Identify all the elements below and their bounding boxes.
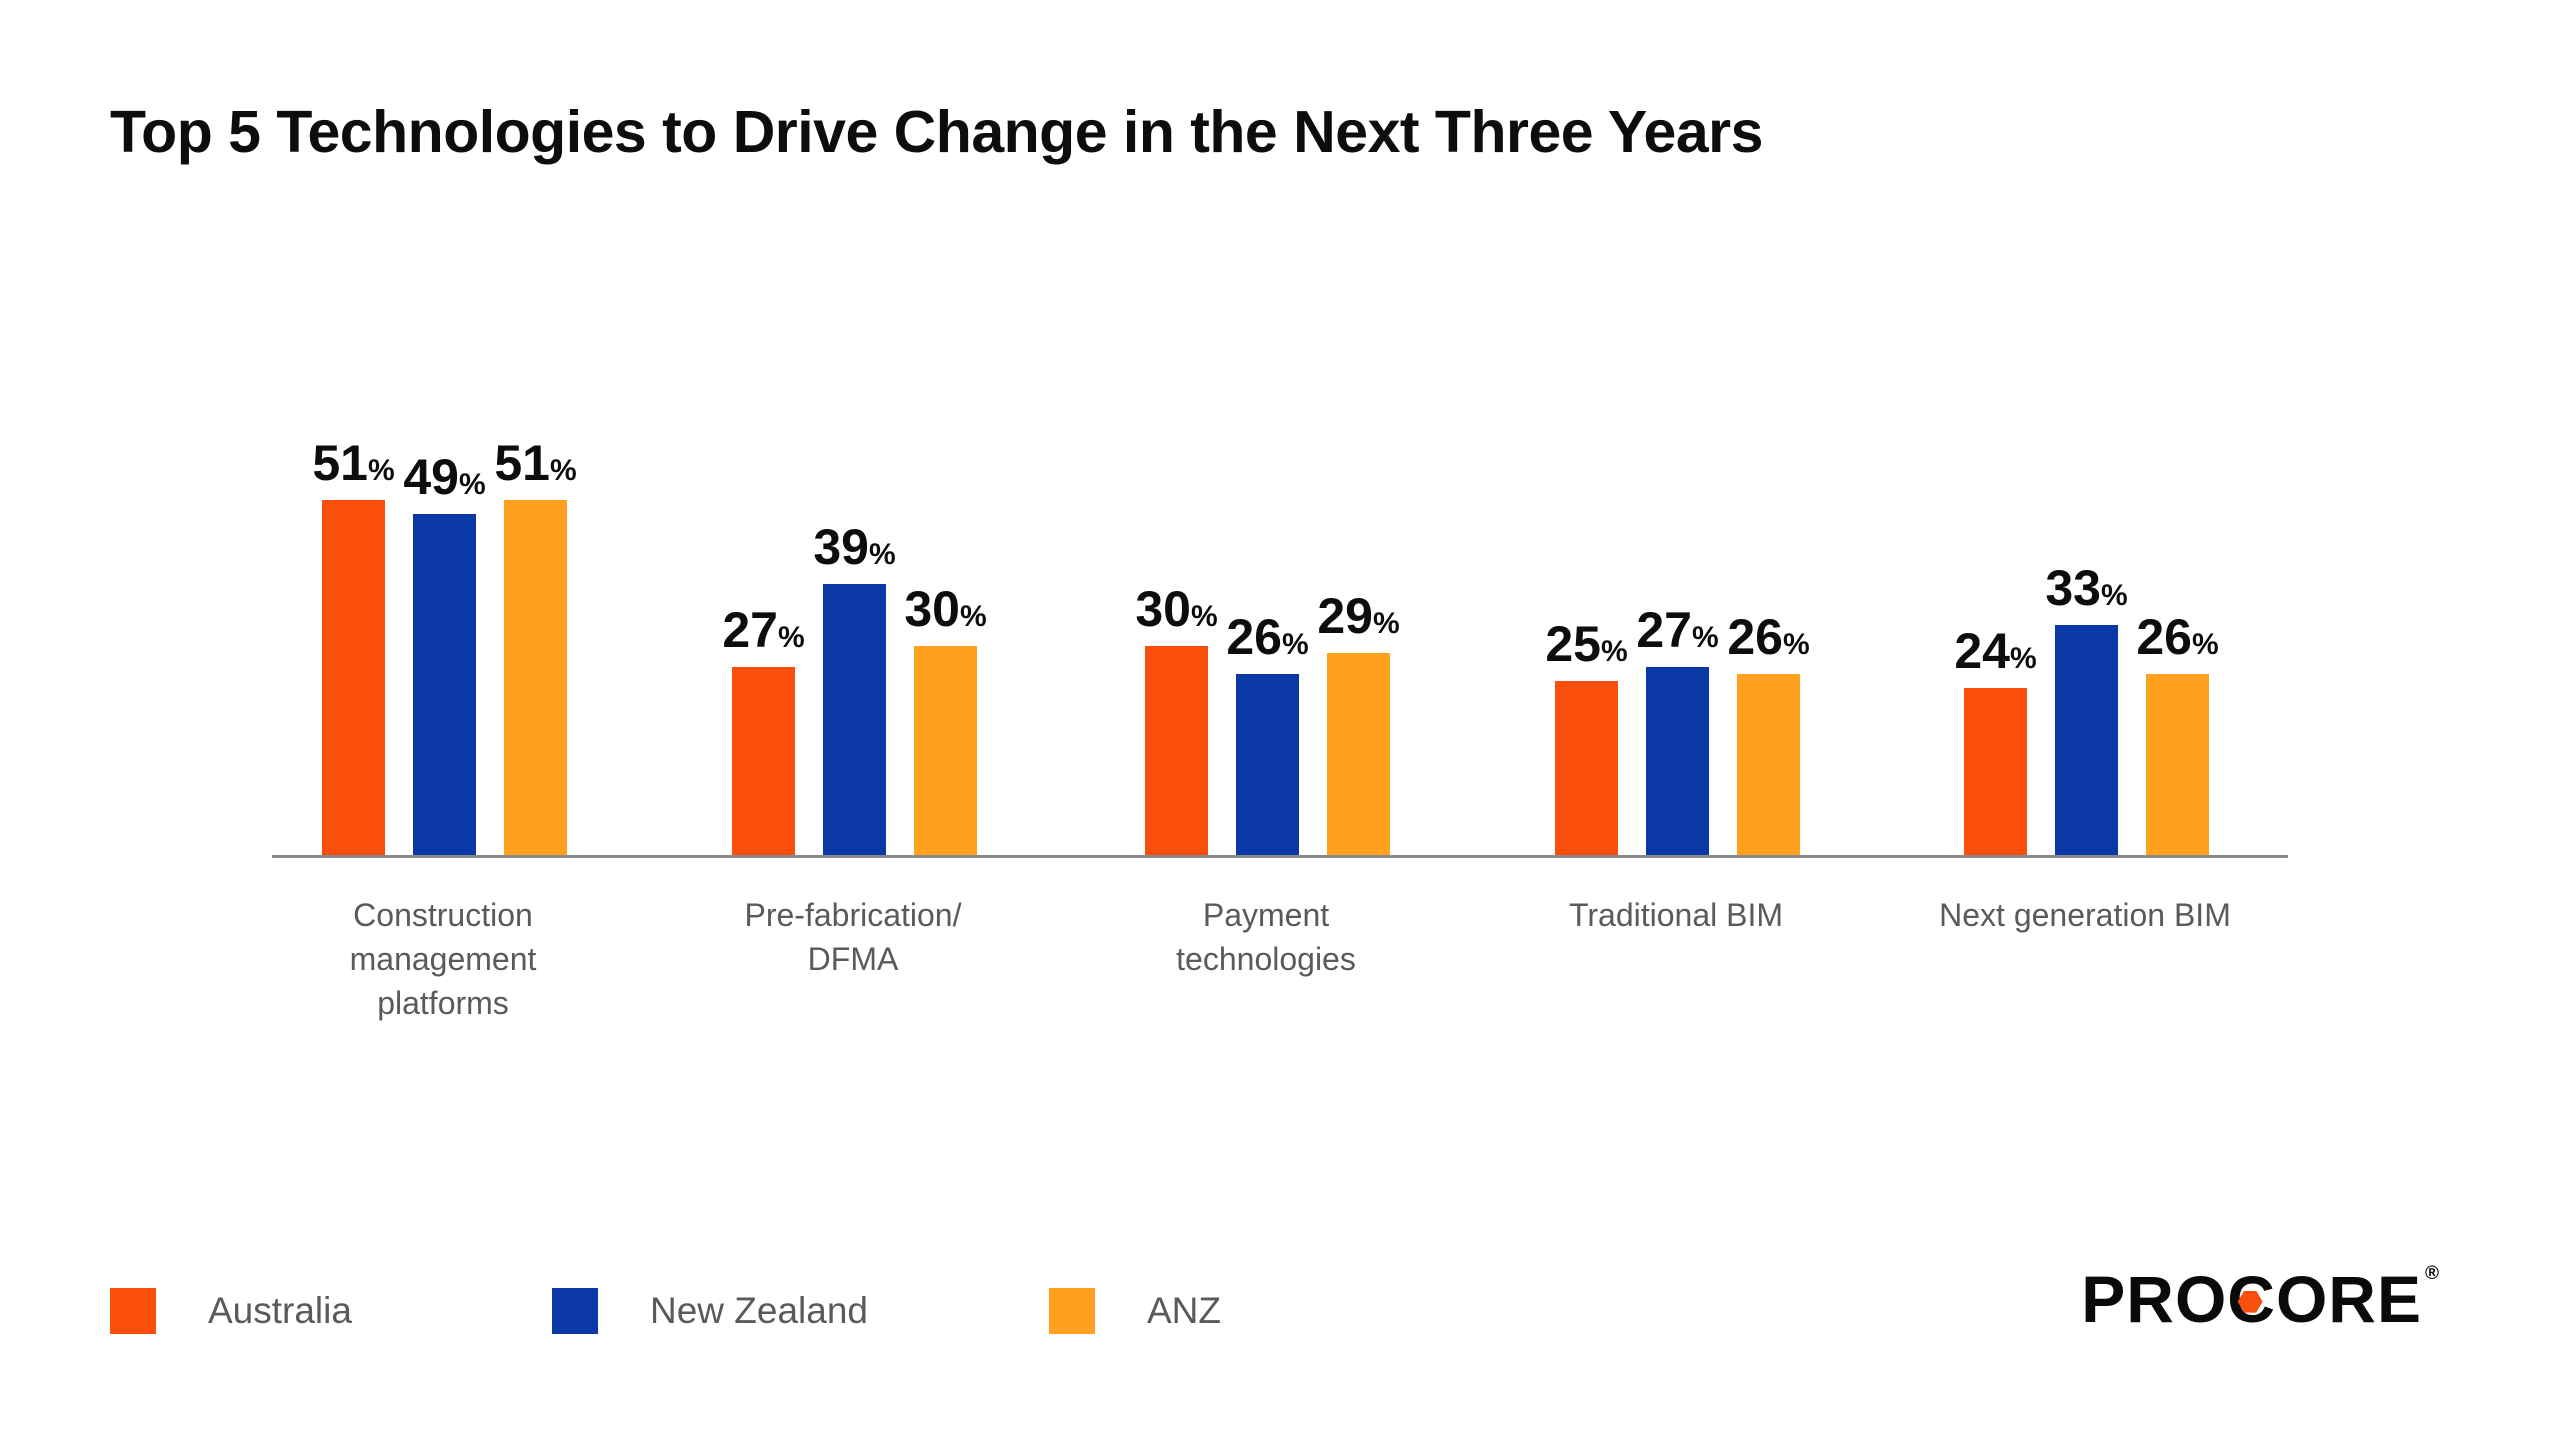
bar-value-label: 30% xyxy=(904,581,987,637)
bar-value-label: 26% xyxy=(2136,609,2219,665)
bar-australia-payment-technologies xyxy=(1145,646,1208,855)
category-label-construction-management-platforms: Construction management platforms xyxy=(349,897,537,1022)
bar-value-label: 25% xyxy=(1545,616,1628,672)
logo-text: PRO xyxy=(2081,1262,2228,1336)
hexagon-icon xyxy=(2237,1290,2263,1313)
bar-value-label: 27% xyxy=(722,602,805,658)
bar-australia-construction-management-platforms xyxy=(322,500,385,855)
chart-title: Top 5 Technologies to Drive Change in th… xyxy=(110,99,1763,165)
category-label-traditional-bim: Traditional BIM xyxy=(1569,897,1783,933)
bar-value-label: 24% xyxy=(1954,623,2037,679)
bar-value-label: 51% xyxy=(494,435,577,491)
bar-anz-traditional-bim xyxy=(1737,674,1800,855)
bar-value-label: 39% xyxy=(813,519,896,575)
bar-anz-construction-management-platforms xyxy=(504,500,567,855)
bar-value-label: 30% xyxy=(1135,581,1218,637)
bar-value-label: 51% xyxy=(312,435,395,491)
bar-value-label: 49% xyxy=(403,449,486,505)
bar-value-label: 27% xyxy=(1636,602,1719,658)
category-label-pre-fabrication-dfma: Pre-fabrication/DFMA xyxy=(744,897,962,978)
category-label-next-generation-bim: Next generation BIM xyxy=(1939,897,2231,933)
procore-logo: PRO C ORE ® xyxy=(2081,1262,2440,1336)
bar-australia-pre-fabrication-dfma xyxy=(732,667,795,855)
bar-value-label: 29% xyxy=(1317,588,1400,644)
bar-value-label: 33% xyxy=(2045,560,2128,616)
bar-new-zealand-pre-fabrication-dfma xyxy=(823,584,886,855)
bar-value-label: 26% xyxy=(1727,609,1810,665)
registered-trademark-icon: ® xyxy=(2425,1263,2440,1284)
logo-letter-c: C xyxy=(2227,1266,2276,1332)
bar-new-zealand-next-generation-bim xyxy=(2055,625,2118,855)
bar-australia-next-generation-bim xyxy=(1964,688,2027,855)
bar-australia-traditional-bim xyxy=(1555,681,1618,855)
bar-value-label: 26% xyxy=(1226,609,1309,665)
x-axis-line xyxy=(272,855,2288,858)
bar-anz-pre-fabrication-dfma xyxy=(914,646,977,855)
bar-new-zealand-traditional-bim xyxy=(1646,667,1709,855)
bar-new-zealand-payment-technologies xyxy=(1236,674,1299,855)
bar-new-zealand-construction-management-platforms xyxy=(413,514,476,855)
bar-anz-next-generation-bim xyxy=(2146,674,2209,855)
category-label-payment-technologies: Payment technologies xyxy=(1176,897,1356,978)
logo-text: ORE xyxy=(2275,1262,2422,1336)
bar-anz-payment-technologies xyxy=(1327,653,1390,855)
